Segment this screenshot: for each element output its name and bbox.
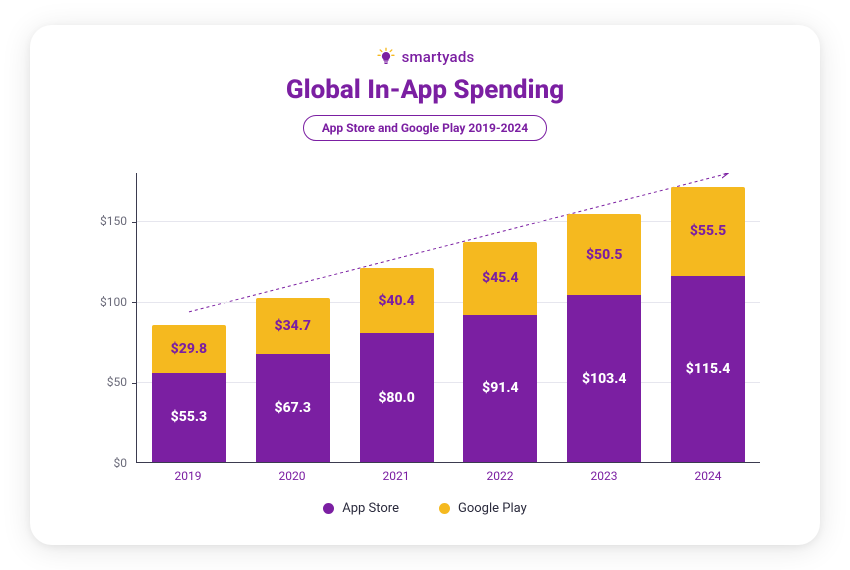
x-axis-labels: 2019 2020 2021 2022 2023 2024	[136, 469, 760, 483]
logo-text: smartyads	[402, 48, 475, 66]
x-axis-label: 2023	[567, 469, 641, 483]
y-tick-label: $100	[100, 295, 137, 309]
bar-group: $55.5$115.4	[671, 187, 745, 462]
bar-group: $50.5$103.4	[567, 214, 641, 462]
bar-segment-googleplay: $55.5	[671, 187, 745, 276]
legend-label: Google Play	[458, 501, 527, 516]
legend-item-appstore: App Store	[323, 501, 399, 516]
x-axis-label: 2019	[151, 469, 225, 483]
chart-plot: $0$50$100$150$29.8$55.3$34.7$67.3$40.4$8…	[136, 173, 760, 463]
bar-segment-googleplay: $34.7	[256, 298, 330, 354]
bar-group: $34.7$67.3	[256, 298, 330, 462]
x-axis-label: 2020	[255, 469, 329, 483]
bar-group: $45.4$91.4	[463, 242, 537, 462]
bar-segment-appstore: $115.4	[671, 276, 745, 462]
legend-dot-icon	[323, 503, 334, 514]
bar-segment-googleplay: $29.8	[152, 325, 226, 373]
legend-item-googleplay: Google Play	[439, 501, 527, 516]
y-tick-label: $0	[114, 456, 138, 470]
lightbulb-icon	[376, 47, 396, 67]
logo: smartyads	[70, 47, 780, 67]
x-axis-label: 2024	[671, 469, 745, 483]
x-axis-label: 2021	[359, 469, 433, 483]
bar-segment-googleplay: $40.4	[360, 268, 434, 333]
bar-segment-appstore: $67.3	[256, 354, 330, 462]
legend-label: App Store	[342, 501, 399, 516]
chart-card: smartyads Global In-App Spending App Sto…	[30, 25, 820, 545]
x-axis-label: 2022	[463, 469, 537, 483]
bar-group: $40.4$80.0	[360, 268, 434, 462]
bar-segment-googleplay: $45.4	[463, 242, 537, 315]
chart-title: Global In-App Spending	[70, 75, 780, 105]
bar-segment-googleplay: $50.5	[567, 214, 641, 295]
chart-subtitle: App Store and Google Play 2019-2024	[303, 115, 547, 141]
chart-area: $0$50$100$150$29.8$55.3$34.7$67.3$40.4$8…	[136, 155, 760, 463]
bar-segment-appstore: $91.4	[463, 315, 537, 462]
bar-group: $29.8$55.3	[152, 325, 226, 462]
bar-segment-appstore: $80.0	[360, 333, 434, 462]
legend-dot-icon	[439, 503, 450, 514]
chart-legend: App Store Google Play	[70, 501, 780, 516]
bar-segment-appstore: $55.3	[152, 373, 226, 462]
bars-container: $29.8$55.3 $34.7$67.3 $40.4$80.0 $45.4$91.4…	[137, 173, 760, 462]
y-tick-label: $50	[107, 375, 137, 389]
y-tick-label: $150	[100, 214, 137, 228]
bar-segment-appstore: $103.4	[567, 295, 641, 462]
